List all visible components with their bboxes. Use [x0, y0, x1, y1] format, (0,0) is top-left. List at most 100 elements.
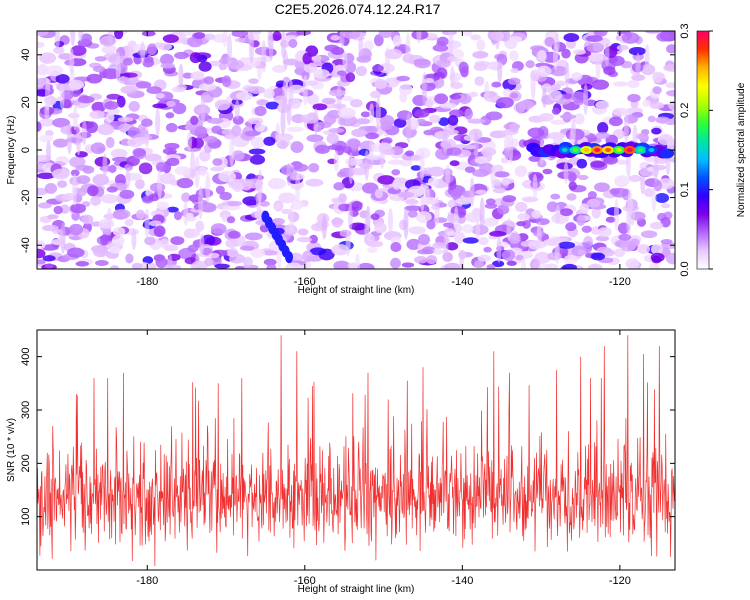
heatmap-cell [289, 204, 295, 233]
heatmap-cell [397, 191, 415, 198]
heatmap-cell [234, 265, 245, 269]
heatmap-cell [504, 128, 510, 161]
heatmap-cell [464, 108, 473, 120]
heatmap-cell [449, 65, 455, 87]
heatmap-cell [267, 31, 273, 50]
heatmap-cell [414, 256, 428, 264]
y-tick-label: 40 [20, 49, 32, 61]
heatmap-cell [625, 258, 640, 269]
x-tick-label: -120 [609, 575, 631, 587]
heatmap-cell [123, 72, 138, 78]
heatmap-cell [655, 192, 670, 204]
heatmap-cell [122, 57, 133, 66]
heatmap-cell [105, 137, 115, 149]
heatmap-cell [92, 174, 110, 186]
heatmap-cell [70, 45, 87, 56]
heatmap-cell [304, 80, 319, 86]
heatmap-cell [261, 250, 279, 256]
heatmap-cell [415, 211, 432, 224]
heatmap-cell [314, 144, 330, 155]
heatmap-cell [45, 65, 64, 77]
heatmap-cell [453, 206, 459, 236]
heatmap-cell [603, 66, 616, 76]
x-tick-label: -180 [136, 276, 158, 288]
heatmap-cell [484, 203, 498, 209]
heatmap-cell [218, 63, 228, 71]
heatmap-cell [551, 107, 560, 115]
heatmap-cell [462, 237, 479, 244]
heatmap-cell [167, 254, 173, 269]
heatmap-cell [595, 55, 601, 80]
heatmap-cell [618, 233, 632, 241]
heatmap-cell [105, 112, 115, 123]
heatmap-cell [468, 91, 479, 98]
heatmap-cell [53, 46, 65, 55]
heatmap-cell [227, 200, 243, 207]
heatmap-cell [193, 31, 206, 39]
heatmap-cell [117, 116, 134, 123]
heatmap-cell [627, 93, 641, 103]
heatmap-cell [204, 33, 216, 41]
heatmap-cell [109, 246, 121, 254]
heatmap-cell [313, 69, 330, 79]
heatmap-cell [650, 243, 663, 255]
heatmap-cell [68, 223, 84, 236]
heatmap-cell [44, 183, 58, 194]
heatmap-cell [210, 166, 224, 172]
heatmap-cell [446, 56, 458, 63]
heatmap-cell [99, 35, 117, 47]
heatmap-cell [449, 160, 460, 167]
colorbar-gradient [696, 30, 710, 270]
heatmap-cell [155, 92, 165, 99]
heatmap-cell [567, 172, 577, 182]
heatmap-cell [313, 108, 319, 135]
heatmap-cell [135, 209, 145, 220]
heatmap-cell [445, 164, 451, 187]
heatmap-cell [263, 136, 276, 146]
heatmap-cell [445, 242, 459, 251]
heatmap-cell [475, 221, 481, 240]
heatmap-cell [492, 187, 506, 194]
heatmap-cell [178, 63, 184, 89]
heatmap-cell [509, 50, 519, 62]
heatmap-cell [536, 221, 542, 249]
heatmap-cell [66, 247, 85, 258]
heatmap-cell [107, 31, 113, 45]
heatmap-cell [528, 155, 542, 162]
heatmap-cell [134, 179, 145, 190]
heatmap-cell [290, 141, 304, 153]
heatmap-cell [232, 115, 244, 125]
colorbar-tick-label: 0.0 [679, 261, 691, 276]
heatmap-cell [483, 217, 499, 227]
heatmap-cell [227, 248, 239, 258]
heatmap-cell [286, 162, 292, 186]
heatmap-cell [102, 153, 108, 178]
heatmap-cell [558, 241, 576, 249]
heatmap-cell [333, 182, 345, 191]
heatmap-cell [248, 78, 259, 84]
heatmap-cell [458, 93, 472, 104]
heatmap-cell [302, 75, 308, 106]
heatmap-cell [76, 123, 82, 156]
heatmap-cell [229, 134, 235, 168]
heatmap-cell [374, 78, 388, 90]
heatmap-cell [131, 228, 137, 250]
heatmap-cell [125, 253, 134, 264]
colorbar: 0.0 0.1 0.2 0.3 Normalized spectral amplitu… [679, 23, 747, 276]
heatmap-cell [566, 193, 577, 201]
heatmap-cell [369, 103, 375, 124]
heatmap-cell [250, 136, 266, 149]
heatmap-cell [170, 236, 185, 246]
snr-frame [36, 329, 676, 571]
colorbar-tick-label: 0.3 [679, 23, 691, 38]
heatmap-cell [85, 121, 99, 134]
heatmap-cell [587, 191, 597, 199]
heatmap-cell [204, 257, 214, 267]
heatmap-cell [629, 202, 635, 226]
heatmap-cell [596, 246, 612, 254]
heatmap-cell [555, 204, 561, 223]
heatmap-cell [666, 44, 675, 54]
heatmap-cell [536, 65, 552, 77]
heatmap-peak-core [615, 148, 622, 152]
heatmap-cell [587, 263, 603, 269]
